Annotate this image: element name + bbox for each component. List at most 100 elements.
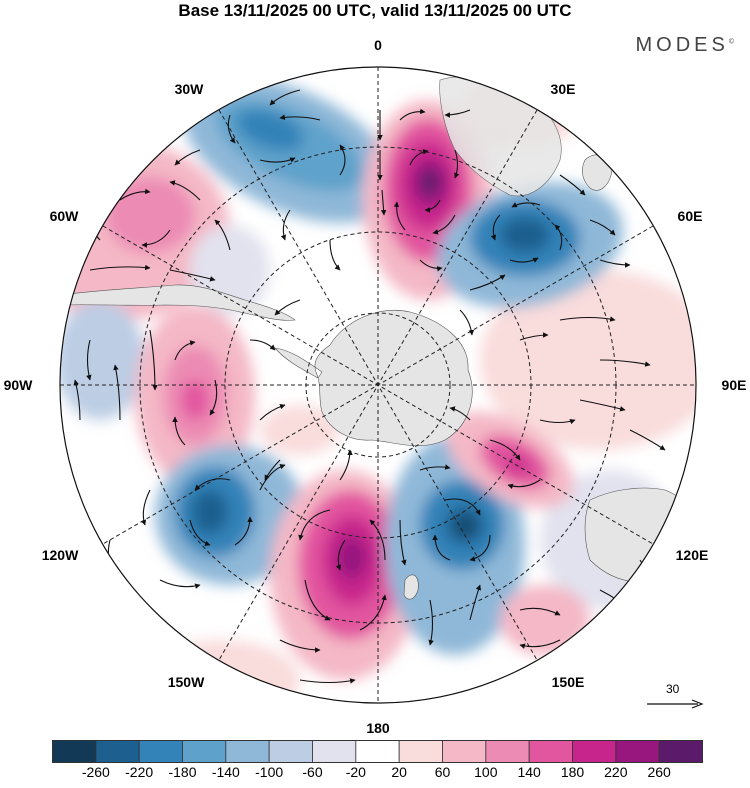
lon-label-60w: 60W: [49, 208, 79, 224]
colorbar-tick-label: -220: [125, 764, 154, 780]
wind-vector: [234, 516, 253, 546]
wind-vector: [329, 239, 341, 271]
wind-vector: [189, 519, 211, 547]
wind-vector: [141, 229, 171, 248]
wind-vector: [428, 599, 434, 646]
colorbar-bin: [528, 740, 573, 763]
wind-vector: [73, 379, 81, 421]
wind-vector: [174, 340, 196, 361]
wind-vector: [259, 463, 286, 491]
wind-vector: [599, 359, 651, 367]
wind-vector: [140, 489, 151, 526]
lon-label-150e: 150E: [551, 674, 585, 690]
wind-vector: [279, 114, 321, 121]
colorbar-bin: [442, 740, 487, 763]
wind-vector: [409, 149, 429, 166]
lon-label-90w: 90W: [3, 377, 33, 393]
wind-vector: [298, 509, 331, 541]
anomaly-region: [181, 380, 209, 420]
wind-vector: [149, 329, 158, 391]
wind-vector: [507, 479, 541, 490]
wind-vector: [119, 188, 151, 201]
reference-vector-value: 30: [666, 682, 680, 696]
lon-label-150w: 150W: [167, 674, 205, 690]
land-south-america: [60, 284, 296, 321]
wind-vector: [214, 219, 231, 251]
lon-label-180: 180: [366, 720, 390, 736]
wind-vector: [89, 264, 151, 271]
colorbar-bin: [52, 740, 97, 763]
colorbar-labels: -260 -220 -180 -140 -100 -60 -20 20 60 100 140 180 2…: [0, 764, 750, 783]
wind-vector: [280, 209, 291, 241]
wind-vector: [599, 259, 631, 268]
wind-vector: [490, 214, 501, 241]
colorbar-bin: [95, 740, 140, 763]
colorbar-bin: [268, 740, 313, 763]
colorbar-bin: [355, 740, 400, 763]
lon-label-30e: 30E: [550, 81, 576, 97]
wind-vector: [194, 478, 231, 491]
wind-vector: [432, 534, 451, 561]
colorbar-bin: [225, 740, 270, 763]
wind-vector: [419, 464, 451, 471]
wind-vector: [304, 579, 331, 621]
lon-label-90e: 90E: [721, 377, 747, 393]
wind-vector: [369, 519, 386, 561]
wind-vector: [169, 180, 201, 201]
colorbar-bin: [658, 740, 703, 763]
wind-vector: [227, 114, 236, 144]
wind-vector: [399, 519, 407, 566]
chart-title: Base 13/11/2025 00 UTC, valid 13/11/2025…: [178, 1, 572, 20]
wind-vector: [339, 144, 346, 176]
anomaly-region: [60, 300, 145, 420]
wind-vector: [424, 199, 441, 213]
wind-vector: [299, 678, 356, 684]
wind-vector: [169, 269, 216, 282]
wind-vector: [279, 639, 321, 653]
colorbar-tick-label: 60: [434, 764, 451, 780]
wind-vector: [172, 416, 186, 446]
wind-vector: [559, 174, 586, 196]
wind-vector: [259, 157, 296, 163]
graticule: [60, 67, 696, 703]
wind-vector: [113, 364, 121, 421]
colorbar-tick-label: 180: [560, 764, 585, 780]
anomaly-region: [457, 518, 473, 534]
wind-vector: [489, 439, 521, 461]
lon-label-120w: 120W: [41, 547, 79, 563]
wind-vector: [444, 109, 471, 118]
colorbar-tick-label: 140: [517, 764, 541, 780]
land-new-zealand: [403, 574, 419, 600]
wind-vector: [511, 202, 541, 208]
wind-vector: [454, 149, 460, 179]
modes-logo: MODES©: [635, 34, 734, 57]
wind-vector: [629, 429, 666, 451]
wind-vector: [509, 257, 539, 263]
colorbar-tick-label: 220: [604, 764, 628, 780]
colorbar-bin: [182, 740, 227, 763]
wind-vector: [432, 214, 456, 235]
wind-vector: [539, 418, 576, 425]
wind-vector: [444, 498, 481, 516]
colorbar: [52, 740, 703, 763]
lon-label-120e: 120E: [675, 547, 709, 563]
wind-vector: [209, 379, 218, 416]
colorbar-tick-label: -60: [302, 764, 323, 780]
wind-vector: [449, 406, 471, 421]
anomaly-region: [337, 536, 367, 580]
colorbar-tick-label: -180: [168, 764, 197, 780]
brand-mark: ©: [728, 38, 734, 46]
wind-vector: [86, 339, 92, 381]
wind-vector: [393, 201, 406, 231]
wind-vector: [419, 259, 443, 272]
colorbar-bin: [572, 740, 617, 763]
colorbar-tick-label: 260: [647, 764, 671, 780]
wind-vector: [639, 559, 653, 591]
colorbar-tick-label: -260: [81, 764, 110, 780]
anomaly-region: [140, 640, 300, 703]
wind-vector: [469, 534, 491, 562]
colorbar-bin: [398, 740, 443, 763]
